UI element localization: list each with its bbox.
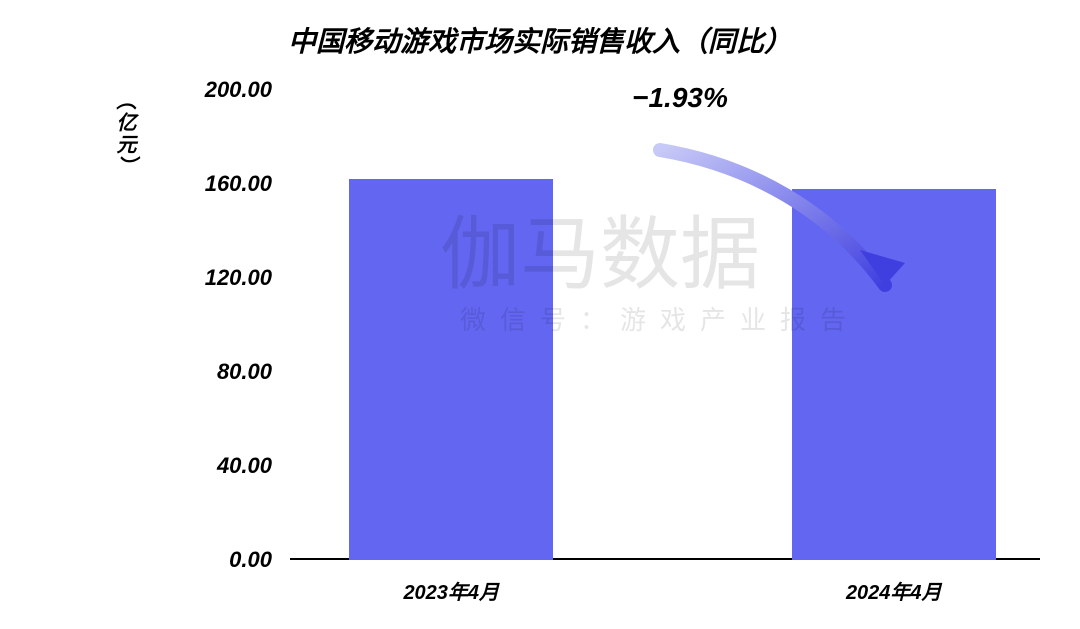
y-tick-label: 80.00 xyxy=(217,359,272,385)
y-tick-label: 200.00 xyxy=(205,77,272,103)
y-axis-unit: （亿元） xyxy=(110,90,139,178)
y-tick-label: 120.00 xyxy=(205,265,272,291)
y-tick-label: 160.00 xyxy=(205,171,272,197)
chart-container: 中国移动游戏市场实际销售收入（同比） （亿元） 0.0040.0080.0012… xyxy=(0,0,1080,629)
x-tick-label: 2023年4月 xyxy=(403,576,499,605)
trend-arrow-icon xyxy=(290,90,1040,560)
y-tick-label: 0.00 xyxy=(229,547,272,573)
x-tick-label: 2024年4月 xyxy=(846,576,942,605)
chart-title: 中国移动游戏市场实际销售收入（同比） xyxy=(0,20,1080,60)
y-tick-label: 40.00 xyxy=(217,453,272,479)
plot-area: 0.0040.0080.00120.00160.00200.002023年4月2… xyxy=(290,90,1040,560)
